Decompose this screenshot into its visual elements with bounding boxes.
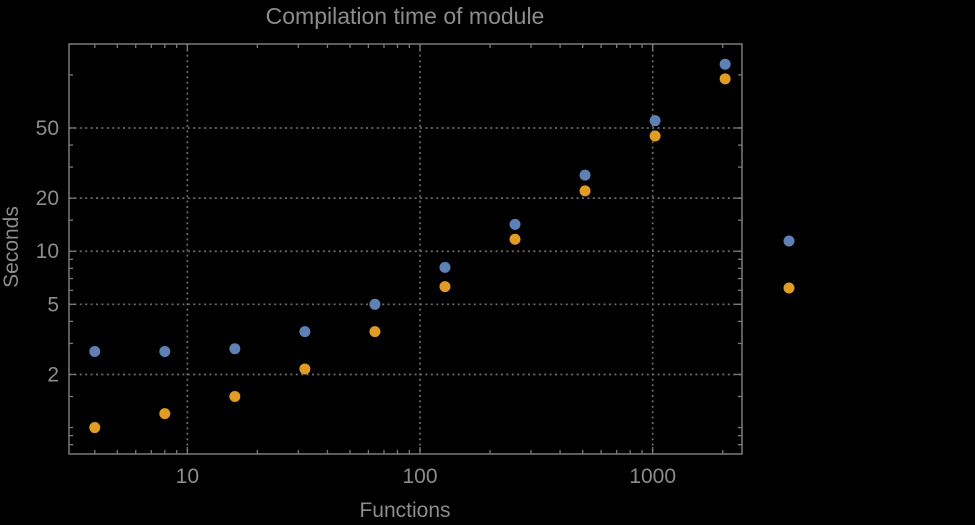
x-tick-label: 1000 [629,465,676,488]
point-blue [579,169,591,181]
y-tick-label: 20 [36,187,59,210]
x-axis-label: Functions [359,499,450,522]
y-tick-label: 2 [47,363,59,386]
point-orange [649,130,661,142]
x-tick-label: 10 [176,465,199,488]
point-blue [369,298,381,310]
point-blue [89,345,101,357]
point-blue [719,58,731,70]
point-blue [649,115,661,127]
point-blue [509,218,521,230]
point-orange [719,73,731,85]
legend [783,235,795,294]
point-orange [509,233,521,245]
x-tick-label: 100 [402,465,437,488]
point-orange [439,281,451,293]
point-orange [229,391,241,403]
point-blue [299,326,311,338]
points-layer [89,58,731,434]
grid-layer [69,44,742,454]
chart-title: Compilation time of module [266,3,545,29]
point-orange [159,408,171,420]
point-blue [439,261,451,273]
point-orange [89,422,101,434]
plot-frame [68,43,743,455]
y-tick-label: 50 [36,117,59,140]
point-blue [159,345,171,357]
point-orange [579,185,591,197]
legend-marker-orange [783,282,795,294]
y-tick-label: 10 [36,240,59,263]
legend-marker-blue [783,235,795,247]
point-orange [299,363,311,375]
frame-layer [68,43,743,455]
point-orange [369,326,381,338]
y-axis-label: Seconds [0,206,23,288]
y-tick-label: 5 [47,293,59,316]
point-blue [229,343,241,355]
ticks-layer: 10 100 1000 2 5 10 20 50 [36,44,742,488]
